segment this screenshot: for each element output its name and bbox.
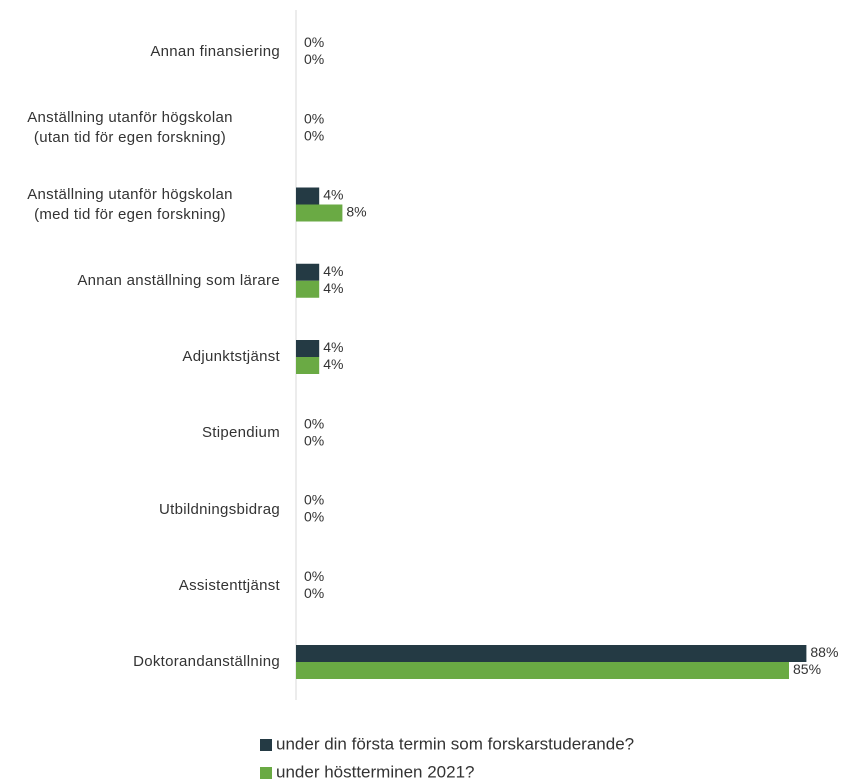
value-label: 4% bbox=[323, 356, 343, 372]
category-label: Adjunktstjänst bbox=[182, 348, 280, 365]
value-label: 0% bbox=[304, 432, 324, 448]
bar bbox=[296, 340, 320, 357]
value-label: 0% bbox=[304, 34, 324, 50]
category-label: Utbildningsbidrag bbox=[158, 500, 280, 518]
legend-swatch bbox=[260, 767, 272, 779]
bar bbox=[296, 263, 320, 281]
value-label: 85% bbox=[793, 661, 821, 677]
value-label: 88% bbox=[810, 644, 838, 660]
value-label: 0% bbox=[304, 568, 324, 584]
legend-swatch bbox=[260, 739, 272, 751]
bar bbox=[296, 204, 343, 222]
value-label: 0% bbox=[304, 509, 324, 525]
category-label: Anställning utanför högskolan (utan tid … bbox=[27, 109, 233, 147]
category-label: Doktorandanställning bbox=[133, 653, 280, 670]
value-label: 0% bbox=[304, 492, 324, 508]
value-label: 0% bbox=[304, 415, 324, 431]
value-label: 4% bbox=[323, 280, 343, 296]
legend-label: under din första termin som forskarstude… bbox=[276, 734, 634, 753]
value-label: 4% bbox=[323, 187, 343, 203]
bar bbox=[296, 357, 320, 374]
category-label: Annan finansiering bbox=[150, 43, 280, 60]
value-label: 4% bbox=[323, 339, 343, 355]
category-label: Anställning utanför högskolan (med tid f… bbox=[27, 185, 233, 223]
bar bbox=[296, 280, 320, 298]
value-label: 4% bbox=[323, 263, 343, 279]
value-label: 0% bbox=[304, 585, 324, 601]
category-label: Annan anställning som lärare bbox=[77, 271, 280, 289]
value-label: 8% bbox=[346, 204, 366, 220]
value-label: 0% bbox=[304, 51, 324, 67]
value-label: 0% bbox=[304, 127, 324, 143]
bar bbox=[296, 187, 320, 205]
bar bbox=[296, 662, 789, 679]
value-label: 0% bbox=[304, 110, 324, 126]
legend-label: under höstterminen 2021? bbox=[276, 762, 474, 780]
bar bbox=[296, 645, 807, 662]
category-label: Assistenttjänst bbox=[178, 576, 280, 594]
category-label: Stipendium bbox=[201, 424, 280, 442]
